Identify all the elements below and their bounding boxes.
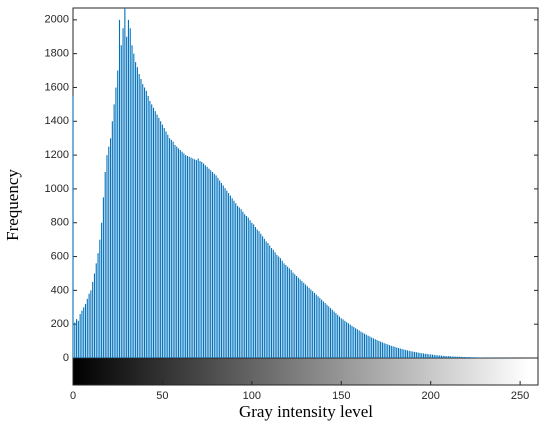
y-tick-label: 600 <box>51 250 69 262</box>
y-tick-label: 1400 <box>45 115 69 127</box>
x-tick-label: 100 <box>243 390 261 402</box>
y-tick-label: 200 <box>51 318 69 330</box>
colorbar <box>73 358 530 385</box>
x-tick-label: 250 <box>511 390 529 402</box>
y-axis-label: Frequency <box>3 169 22 241</box>
x-tick-label: 150 <box>332 390 350 402</box>
y-tick-label: 400 <box>51 284 69 296</box>
y-tick-label: 1600 <box>45 81 69 93</box>
y-tick-label: 2000 <box>45 14 69 26</box>
y-tick-label: 1800 <box>45 48 69 60</box>
x-tick-label: 0 <box>70 390 76 402</box>
y-tick-label: 0 <box>63 352 69 364</box>
x-axis-label: Gray intensity level <box>239 402 373 421</box>
y-tick-label: 1000 <box>45 183 69 195</box>
y-tick-label: 800 <box>51 217 69 229</box>
y-tick-label: 1200 <box>45 149 69 161</box>
x-tick-label: 200 <box>422 390 440 402</box>
x-tick-label: 50 <box>156 390 168 402</box>
